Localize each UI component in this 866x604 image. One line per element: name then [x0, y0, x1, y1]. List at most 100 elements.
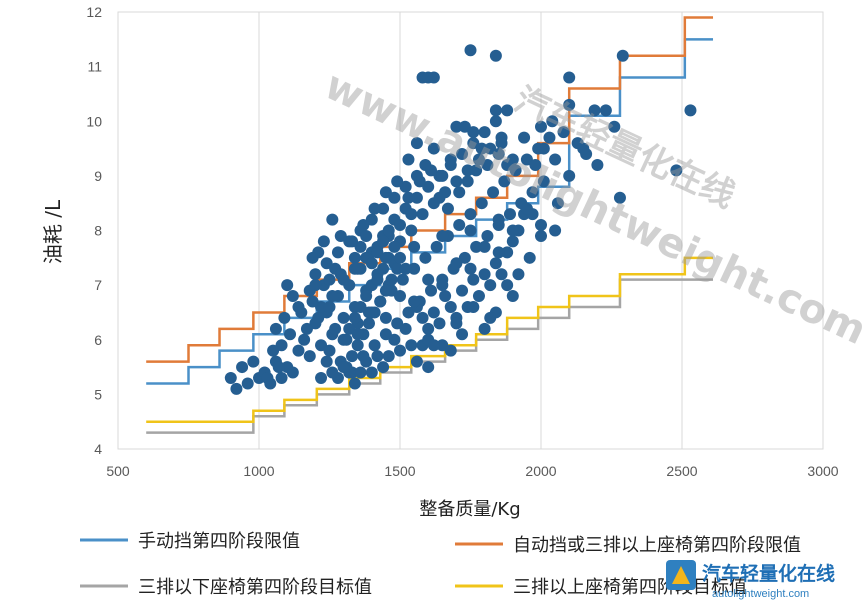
data-point	[351, 328, 364, 341]
legend-label-1: 手动挡第四阶段限值	[138, 531, 300, 552]
data-point	[563, 71, 576, 84]
data-point	[348, 377, 361, 390]
data-point	[300, 322, 313, 335]
data-point	[309, 279, 322, 292]
data-point	[402, 153, 415, 166]
y-tick-label: 8	[94, 223, 102, 239]
data-point	[599, 104, 612, 117]
data-point	[489, 104, 502, 117]
data-point	[247, 355, 260, 368]
data-point	[444, 153, 457, 166]
data-point	[495, 137, 508, 150]
data-point	[518, 131, 531, 144]
data-point	[436, 279, 449, 292]
data-point	[506, 235, 519, 248]
data-point	[461, 175, 474, 188]
data-point	[467, 126, 480, 139]
y-axis-label: 油耗 /L	[41, 199, 65, 264]
y-tick-label: 4	[94, 441, 102, 457]
data-point	[537, 142, 550, 155]
data-point	[478, 240, 491, 253]
data-point	[427, 71, 440, 84]
y-tick-label: 7	[94, 277, 102, 293]
data-point	[410, 355, 423, 368]
data-point	[501, 104, 514, 117]
data-point	[408, 240, 421, 253]
scatter-points	[224, 44, 697, 395]
data-point	[337, 361, 350, 374]
data-point	[382, 350, 395, 363]
data-point	[535, 219, 547, 232]
data-point	[450, 317, 463, 330]
tick-labels: 500 1000 1500 2000 2500 3000 4 5 6 7 8 9 10 11 12	[86, 4, 838, 479]
data-point	[334, 229, 347, 242]
data-point	[546, 115, 559, 128]
data-point	[298, 333, 311, 346]
data-point	[501, 246, 514, 259]
data-point	[365, 306, 378, 319]
data-point	[408, 262, 421, 275]
data-point	[470, 240, 483, 253]
data-point	[269, 322, 282, 335]
data-point	[472, 290, 485, 303]
data-point	[379, 284, 392, 297]
data-point	[577, 142, 590, 155]
data-point	[377, 202, 390, 215]
data-point	[329, 322, 342, 335]
data-point	[312, 311, 325, 324]
x-axis-label: 整备质量/Kg	[419, 499, 520, 520]
data-point	[537, 175, 550, 188]
data-point	[501, 158, 514, 171]
data-point	[306, 251, 319, 264]
data-point	[526, 186, 539, 199]
data-point	[450, 175, 463, 188]
x-tick-label: 2500	[666, 463, 697, 479]
data-point	[419, 251, 432, 264]
data-point	[492, 148, 505, 161]
data-point	[371, 350, 384, 363]
data-point	[535, 229, 547, 242]
data-point	[588, 104, 601, 117]
data-point	[551, 197, 564, 210]
data-point	[385, 273, 398, 286]
legend-label-3: 三排以下座椅第四阶段目标值	[138, 577, 372, 598]
data-point	[464, 208, 477, 221]
data-point	[616, 49, 629, 62]
data-point	[374, 295, 387, 308]
data-point	[346, 350, 359, 363]
data-point	[267, 344, 280, 357]
data-point	[444, 344, 457, 357]
data-point	[549, 153, 562, 166]
data-point	[481, 158, 494, 171]
data-point	[450, 120, 463, 133]
data-point	[382, 224, 395, 237]
data-point	[520, 202, 533, 215]
data-point	[351, 262, 364, 275]
data-point	[360, 355, 373, 368]
data-point	[281, 279, 294, 292]
data-point	[320, 355, 333, 368]
data-point	[464, 44, 477, 57]
data-point	[608, 120, 621, 133]
data-point	[278, 311, 291, 324]
data-point	[439, 290, 452, 303]
data-point	[461, 164, 474, 177]
data-point	[563, 169, 576, 182]
data-point	[368, 339, 381, 352]
data-point	[492, 246, 505, 259]
data-point	[495, 268, 508, 281]
data-point	[405, 208, 418, 221]
data-point	[275, 371, 288, 384]
data-point	[475, 197, 488, 210]
data-point	[492, 213, 505, 226]
data-point	[391, 262, 404, 275]
data-point	[348, 311, 361, 324]
data-point	[475, 142, 488, 155]
data-point	[272, 361, 285, 374]
data-point	[427, 306, 440, 319]
data-point	[467, 300, 480, 313]
data-point	[456, 148, 469, 161]
data-point	[309, 268, 322, 281]
x-tick-label: 500	[106, 463, 130, 479]
y-tick-label: 5	[94, 386, 102, 402]
